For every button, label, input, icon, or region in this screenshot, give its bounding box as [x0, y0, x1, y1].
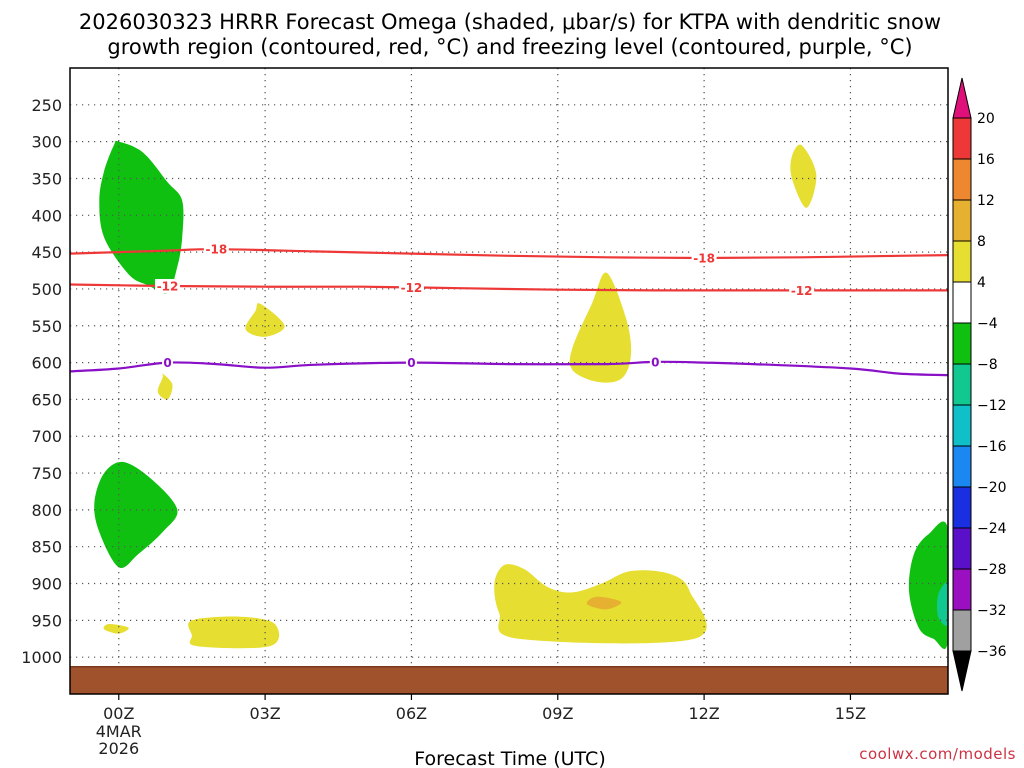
colorbar-label: −16	[977, 439, 1007, 455]
chart-title-line2: growth region (contoured, red, °C) and f…	[107, 35, 912, 59]
omega-yellow-d	[569, 272, 632, 383]
dgz_minus18-line	[70, 248, 948, 260]
omega-shading-layer	[94, 140, 948, 649]
dgz_minus12-label-bg	[398, 280, 424, 295]
y-tick-label: 400	[31, 206, 62, 225]
colorbar-bottom-triangle	[952, 650, 972, 692]
freezing_level-line	[70, 360, 948, 377]
dgz_minus12-line	[70, 283, 948, 292]
colorbar-band	[952, 199, 972, 242]
colorbar-band	[952, 445, 972, 488]
freezing_level-label: 0	[163, 356, 171, 370]
colorbar-band	[952, 609, 972, 652]
colorbar-label: −32	[977, 603, 1007, 619]
dgz_minus12-label: -12	[791, 284, 813, 298]
dgz_minus12-label: -12	[401, 281, 423, 295]
omega-green-upper	[99, 140, 184, 294]
y-tick-label: 500	[31, 280, 62, 299]
colorbar-band	[952, 527, 972, 570]
terrain-layer	[70, 666, 948, 694]
y-tick-label: 700	[31, 427, 62, 446]
y-tick-label: 850	[31, 538, 62, 557]
colorbar-label: −28	[977, 562, 1007, 578]
omega-green-right	[908, 521, 948, 649]
colorbar-label: 4	[977, 275, 986, 291]
freezing_level-label-bg	[649, 354, 661, 369]
freezing_level-label: 0	[651, 355, 659, 369]
colorbar-band	[952, 322, 972, 365]
freezing_level-label-bg	[162, 355, 174, 370]
x-tick-label: 03Z	[249, 704, 280, 723]
y-tick-label: 350	[31, 169, 62, 188]
contour-layer: -18 -18 -12 -12 -12 0 0 0	[70, 242, 948, 377]
colorbar-label: 16	[977, 152, 995, 168]
colorbar-band	[952, 363, 972, 406]
colorbar-label: −24	[977, 521, 1007, 537]
omega-orange-small	[586, 596, 622, 610]
terrain-strip	[70, 666, 948, 694]
colorbar-label: −20	[977, 480, 1007, 496]
colorbar-band	[952, 240, 972, 283]
colorbar-label: 20	[977, 111, 995, 127]
y-tick-label: 550	[31, 317, 62, 336]
x-tick-date: 4MAR	[96, 722, 142, 741]
colorbar-label: 8	[977, 234, 986, 250]
x-tick-label: 15Z	[835, 704, 866, 723]
x-axis-label: Forecast Time (UTC)	[414, 748, 605, 768]
y-tick-label: 450	[31, 243, 62, 262]
colorbar-label: −4	[977, 316, 998, 332]
colorbar-label: −36	[977, 644, 1007, 660]
colorbar-band	[952, 568, 972, 611]
freezing_level-label: 0	[407, 356, 415, 370]
colorbar-band	[952, 486, 972, 529]
y-tick-label: 900	[31, 575, 62, 594]
y-tick-label: 600	[31, 354, 62, 373]
credit-text[interactable]: coolwx.com/models	[859, 745, 1016, 763]
omega-yellow-f	[188, 616, 280, 649]
dgz_minus18-label: -18	[205, 243, 227, 257]
x-tick-label: 00Z	[103, 704, 134, 723]
dgz_minus18-label: -18	[693, 252, 715, 266]
colorbar-top-triangle	[952, 77, 972, 119]
omega-yellow-c	[790, 144, 817, 208]
omega-yellow-e	[103, 623, 129, 634]
colorbar: 20 16 12 8 4 −4 −8 −12 −16 −20 −24 −28 −32 −36	[952, 77, 1007, 692]
y-tick-label: 300	[31, 133, 62, 152]
dgz_minus12-label-bg	[789, 283, 815, 298]
x-tick-label: 09Z	[542, 704, 573, 723]
x-tick-label: 06Z	[396, 704, 427, 723]
chart-title-line1: 2026030323 HRRR Forecast Omega (shaded, …	[79, 10, 941, 34]
dgz_minus12-label: -12	[157, 279, 179, 293]
colorbar-label: −12	[977, 398, 1007, 414]
dgz_minus18-label-bg	[691, 251, 717, 266]
freezing_level-label-bg	[405, 355, 417, 370]
y-tick-label: 650	[31, 390, 62, 409]
y-tick-label: 1000	[21, 648, 62, 667]
x-tick-label: 12Z	[688, 704, 719, 723]
omega-teal-right	[937, 582, 948, 626]
omega-yellow-b	[157, 373, 173, 400]
x-tick-year: 2026	[98, 739, 139, 758]
omega-green-lower	[94, 461, 178, 569]
y-tick-label: 250	[31, 96, 62, 115]
dgz_minus18-label-bg	[203, 242, 229, 257]
y-tick-label: 800	[31, 501, 62, 520]
axis-layer: 250 300 350 400 450 500 550 600 650 700 750 800 850 9…	[21, 67, 949, 758]
colorbar-band	[952, 158, 972, 201]
colorbar-band	[952, 404, 972, 447]
colorbar-band	[952, 281, 972, 324]
colorbar-label: −8	[977, 357, 998, 373]
colorbar-band	[952, 117, 972, 160]
dgz_minus12-label-bg	[155, 278, 181, 293]
colorbar-label: 12	[977, 193, 995, 209]
y-tick-label: 750	[31, 464, 62, 483]
y-tick-label: 950	[31, 611, 62, 630]
plot-frame	[69, 67, 949, 695]
omega-yellow-a	[245, 303, 285, 337]
